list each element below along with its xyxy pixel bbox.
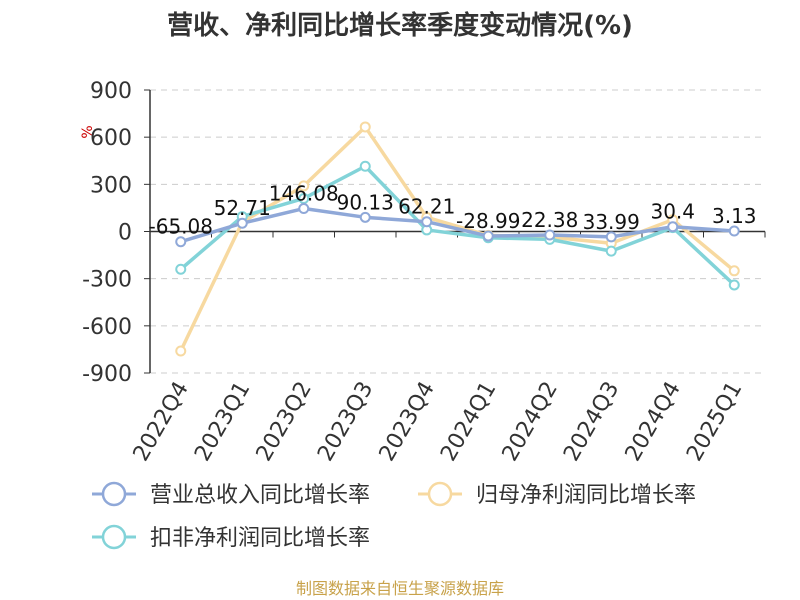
y-tick-label: 900 xyxy=(90,79,132,104)
series-1 xyxy=(175,121,740,357)
x-tick-label: 2024Q3 xyxy=(559,378,624,466)
legend-marker xyxy=(427,481,453,507)
source-note: 制图数据来自恒生聚源数据库 xyxy=(296,579,504,598)
data-label: -65.08 xyxy=(149,215,213,239)
data-point xyxy=(236,217,248,229)
data-label: -28.99 xyxy=(456,209,520,233)
data-point xyxy=(175,345,187,357)
x-tick-label: 2023Q1 xyxy=(190,378,255,466)
data-label: 146.08 xyxy=(269,182,339,206)
series-line xyxy=(179,125,736,352)
data-point xyxy=(728,225,740,237)
data-point xyxy=(544,229,556,241)
data-label: 3.13 xyxy=(712,204,757,228)
y-tick-label: -300 xyxy=(82,268,132,293)
legend-label: 扣非净利润同比增长率 xyxy=(150,526,370,551)
legend-item: 营业总收入同比增长率 xyxy=(92,481,370,508)
series-line xyxy=(179,164,736,287)
y-tick-label: 300 xyxy=(90,173,132,198)
legend-item: 归母净利润同比增长率 xyxy=(418,481,696,508)
x-tick-label: 2023Q3 xyxy=(313,378,378,466)
data-label: 62.21 xyxy=(398,195,455,219)
y-tick-labels: 900 600 300 0 -300 -600 -900 xyxy=(82,79,132,387)
x-tick-label: 2024Q1 xyxy=(436,378,501,466)
y-tick-label: -600 xyxy=(82,315,132,340)
x-tick-label: 2025Q1 xyxy=(682,378,747,466)
data-point xyxy=(175,263,187,275)
y-axis-label: % xyxy=(80,125,96,138)
data-point xyxy=(605,245,617,257)
data-point xyxy=(359,121,371,133)
y-tick-label: 0 xyxy=(118,221,132,246)
data-label: 30.4 xyxy=(650,200,695,224)
data-point xyxy=(728,279,740,291)
legend-marker xyxy=(101,524,127,550)
x-tick-label: 2022Q4 xyxy=(129,378,194,466)
data-point xyxy=(298,192,310,204)
data-point xyxy=(359,211,371,223)
data-label: 52.71 xyxy=(214,196,271,220)
x-tick-label: 2024Q4 xyxy=(621,378,686,466)
data-label: 22.38 xyxy=(521,208,578,232)
y-tick-label: -900 xyxy=(82,362,132,387)
legend-marker xyxy=(101,481,127,507)
x-tick-label: 2023Q4 xyxy=(375,378,440,466)
data-point xyxy=(298,180,310,192)
data-point xyxy=(728,265,740,277)
data-point xyxy=(667,221,679,233)
data-label: 90.13 xyxy=(337,190,394,214)
y-tick-label: 600 xyxy=(90,126,132,151)
series-0 xyxy=(175,203,740,248)
series-group xyxy=(175,121,740,357)
legend-label: 营业总收入同比增长率 xyxy=(150,483,370,508)
x-tick-label: 2024Q2 xyxy=(498,378,563,466)
data-point xyxy=(421,216,433,228)
data-point xyxy=(482,230,494,242)
data-point xyxy=(175,236,187,248)
series-line xyxy=(180,206,735,244)
data-label: 33.99 xyxy=(583,210,640,234)
data-point xyxy=(298,203,310,215)
grid-lines xyxy=(144,89,765,374)
data-point xyxy=(605,231,617,243)
chart-title: 营收、净利同比增长率季度变动情况(%) xyxy=(167,10,633,41)
x-tick-label: 2023Q2 xyxy=(252,378,317,466)
x-tick-labels: 2022Q42023Q12023Q22023Q32023Q42024Q12024… xyxy=(129,378,748,466)
data-point xyxy=(359,160,371,172)
legend-item: 扣非净利润同比增长率 xyxy=(92,524,370,551)
legend-label: 归母净利润同比增长率 xyxy=(476,483,696,508)
